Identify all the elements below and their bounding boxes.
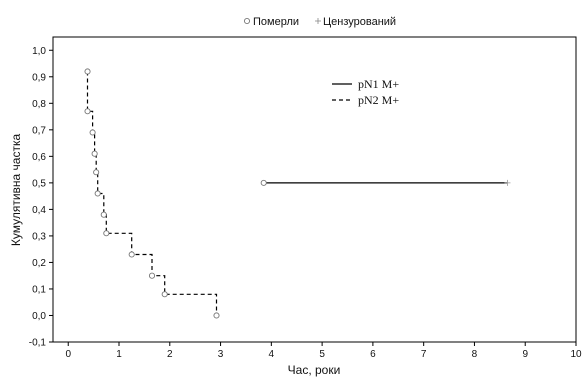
event-point: [148, 272, 156, 279]
plot-frame: [52, 36, 577, 343]
event-point: [213, 312, 220, 319]
x-tick-label: 1: [116, 349, 122, 360]
y-tick-label: 0,7: [32, 125, 46, 136]
series-layer: [84, 68, 511, 319]
y-axis-title: Кумулятивна частка: [9, 134, 23, 247]
event-point: [84, 68, 91, 75]
x-tick-label: 4: [269, 349, 275, 360]
y-tick-label: 0,4: [32, 205, 46, 216]
event-point: [93, 169, 100, 176]
y-tick-label: 0,6: [32, 152, 46, 163]
y-tick-label: 1,0: [32, 46, 46, 57]
y-tick-label: 0,2: [32, 258, 46, 269]
legend-open-circle-icon: [243, 17, 251, 25]
legend-series-pn1: pN1 M+: [358, 77, 399, 91]
x-tick-label: 8: [472, 349, 478, 360]
axis-ticks: 0 1 2 3 4 5 6 7 8 9 10 -0,1 0,0 0,1 0,2 0,3 0,4 0,5 0,6 0,7…: [29, 46, 582, 360]
y-tick-label: 0,1: [32, 284, 46, 295]
y-tick-label: 0,3: [32, 231, 46, 242]
x-tick-label: 0: [65, 349, 71, 360]
x-tick-label: 7: [421, 349, 427, 360]
x-tick-label: 5: [319, 349, 325, 360]
series-legend: pN1 M+ pN2 M+: [332, 77, 399, 107]
x-tick-label: 6: [370, 349, 376, 360]
event-point: [94, 190, 101, 197]
series-line-1: [86, 71, 218, 316]
event-point: [84, 108, 91, 115]
x-tick-label: 3: [218, 349, 224, 360]
legend-series-pn2: pN2 M+: [358, 93, 399, 107]
event-point: [89, 129, 96, 136]
event-point: [91, 150, 98, 157]
event-point: [161, 291, 168, 298]
x-tick-label: 9: [522, 349, 528, 360]
legend-censored-label: Цензурований: [323, 16, 396, 28]
event-point: [103, 230, 110, 237]
y-tick-label: -0,1: [29, 338, 47, 349]
y-tick-label: 0,9: [32, 72, 46, 83]
event-point: [100, 211, 107, 218]
marker-legend: Померли Цензурований: [243, 16, 396, 28]
x-tick-label: 10: [570, 349, 582, 360]
event-point: [128, 251, 135, 258]
y-tick-label: 0,5: [32, 178, 46, 189]
x-axis-title: Час, роки: [288, 363, 341, 377]
y-tick-label: 0,8: [32, 99, 46, 110]
legend-plus-icon: [315, 18, 321, 24]
legend-events-label: Померли: [253, 16, 299, 28]
x-tick-label: 2: [167, 349, 173, 360]
event-point: [260, 179, 267, 186]
censored-point: [504, 179, 511, 186]
y-tick-label: 0,0: [32, 311, 46, 322]
